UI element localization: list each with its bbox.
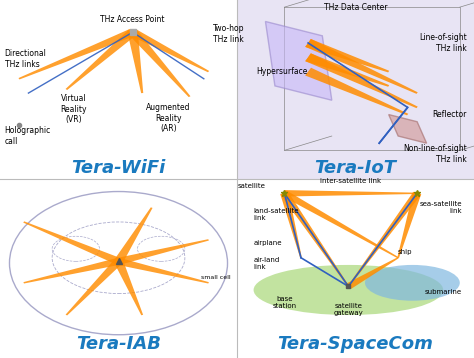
Polygon shape xyxy=(389,115,427,143)
Polygon shape xyxy=(306,53,389,87)
Text: ship: ship xyxy=(398,250,412,255)
Polygon shape xyxy=(280,193,302,258)
Polygon shape xyxy=(282,191,399,258)
Ellipse shape xyxy=(365,265,460,301)
Polygon shape xyxy=(114,207,153,263)
Text: Hypersurface: Hypersurface xyxy=(256,67,307,76)
Polygon shape xyxy=(305,39,418,94)
FancyBboxPatch shape xyxy=(237,0,474,179)
Text: Tera-IAB: Tera-IAB xyxy=(76,335,161,353)
Text: base
station: base station xyxy=(273,296,296,309)
Text: THz Access Point: THz Access Point xyxy=(100,15,165,24)
Polygon shape xyxy=(117,239,209,265)
Text: Holographic
call: Holographic call xyxy=(5,126,51,146)
Polygon shape xyxy=(117,258,209,284)
Polygon shape xyxy=(18,29,135,79)
Text: Non-line-of-sight
THz link: Non-line-of-sight THz link xyxy=(403,144,467,164)
Polygon shape xyxy=(23,258,120,284)
Polygon shape xyxy=(130,29,209,72)
Text: Tera-WiFi: Tera-WiFi xyxy=(72,159,165,177)
Text: Augmented
Reality
(AR): Augmented Reality (AR) xyxy=(146,103,191,133)
Text: Tera-SpaceCom: Tera-SpaceCom xyxy=(278,335,433,353)
Text: satellite: satellite xyxy=(237,183,265,189)
Polygon shape xyxy=(265,21,332,100)
Text: Line-of-sight
THz link: Line-of-sight THz link xyxy=(419,33,467,53)
Text: satellite
gateway: satellite gateway xyxy=(334,303,363,316)
Text: air-land
link: air-land link xyxy=(254,257,280,270)
Ellipse shape xyxy=(254,265,443,315)
Text: Tera-IoT: Tera-IoT xyxy=(315,159,396,177)
Text: THz Data Center: THz Data Center xyxy=(324,3,387,13)
Polygon shape xyxy=(305,53,418,108)
Text: land-satellite
link: land-satellite link xyxy=(254,208,299,221)
Polygon shape xyxy=(306,39,389,72)
Polygon shape xyxy=(281,192,349,287)
Text: Reflector: Reflector xyxy=(432,110,467,119)
Text: small cell: small cell xyxy=(201,275,230,280)
Polygon shape xyxy=(397,193,421,258)
Polygon shape xyxy=(128,30,191,97)
Text: submarine: submarine xyxy=(425,289,462,295)
Polygon shape xyxy=(65,259,122,315)
Text: Two-hop
THz link: Two-hop THz link xyxy=(213,24,245,44)
Polygon shape xyxy=(23,221,121,265)
Text: airplane: airplane xyxy=(254,241,282,246)
Polygon shape xyxy=(346,257,399,289)
Polygon shape xyxy=(128,32,143,93)
Polygon shape xyxy=(305,68,408,115)
Polygon shape xyxy=(347,192,421,287)
Text: Virtual
Reality
(VR): Virtual Reality (VR) xyxy=(60,94,87,124)
Polygon shape xyxy=(284,190,417,197)
Polygon shape xyxy=(65,30,137,90)
Text: inter-satellite link: inter-satellite link xyxy=(320,178,381,184)
Text: Directional
THz links: Directional THz links xyxy=(5,49,46,69)
Polygon shape xyxy=(114,260,143,315)
Text: sea-satellite
link: sea-satellite link xyxy=(419,201,462,214)
